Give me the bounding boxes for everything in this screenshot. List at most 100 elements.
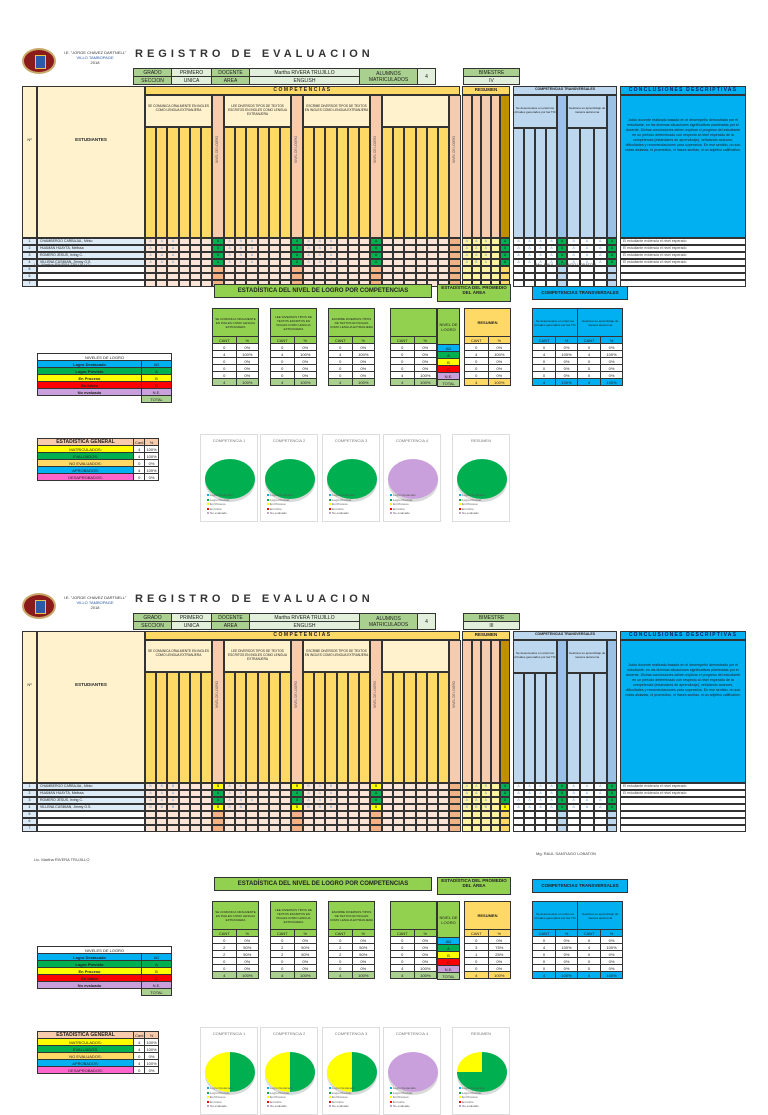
chart-legend: Logro Destacado Logro Previsto En Proceso E… (329, 1086, 355, 1109)
transversal-nivel-cell (557, 811, 567, 818)
resumen-cell (490, 245, 500, 252)
nivel-cell (449, 783, 461, 790)
transversal-cell: A (535, 797, 546, 804)
grade-cell (336, 783, 348, 790)
grade-cell: A (224, 259, 236, 266)
grade-cell: A (303, 245, 315, 252)
grade-cell (426, 273, 438, 280)
cant-value: 0 (390, 936, 415, 944)
grade-cell (178, 273, 190, 280)
cant-value: 2 (328, 950, 353, 958)
competencia-stats-title (390, 308, 437, 337)
nivel-col-header: NIVEL DE LOGRO (437, 308, 460, 345)
resumen-cell: A (471, 238, 481, 245)
cant-value: 2 (328, 943, 353, 951)
grade-cell: A (325, 252, 337, 259)
nivel-cell (449, 245, 461, 252)
legend-label: Logro Previsto (270, 497, 290, 502)
grade-cell (167, 825, 179, 832)
grade-cell (257, 259, 269, 266)
transversal-cell: A (593, 783, 607, 790)
grade-cell (178, 245, 190, 252)
nivel-cell (291, 273, 303, 280)
grade-cell (393, 825, 405, 832)
trans-stats-table: Se desenvuelve en entornos virtuales gen… (531, 901, 623, 979)
chart-legend: Logro Destacado Logro Previsto En Proceso E… (267, 493, 293, 516)
promedio-cell: A (500, 252, 510, 259)
criterio-column (246, 672, 258, 783)
criterio-column (426, 127, 438, 238)
nivel-label: Logro Destacado (37, 360, 142, 368)
pie-icon (265, 459, 315, 499)
nivel-logro-label: NIVEL DE LOGRO (452, 136, 456, 163)
transversal-cell: A (580, 783, 594, 790)
grade-cell (426, 238, 438, 245)
legend-label: No evaluado (270, 1104, 287, 1108)
grade-cell (178, 804, 190, 811)
general-title: ESTADISTICA GENERAL (37, 1031, 134, 1039)
grade-cell (145, 811, 157, 818)
criterio-column (156, 672, 168, 783)
legend-swatch-icon (267, 512, 269, 514)
student-name (37, 825, 145, 832)
grade-cell: A (303, 259, 315, 266)
grade-cell (178, 790, 190, 797)
nivel-cell (449, 266, 461, 273)
nivel-label: Logro Previsto (37, 367, 142, 375)
student-name: VILLENA CUSIMAN, Jimmy G.S. (37, 804, 145, 811)
grade-cell (426, 818, 438, 825)
students-header: ESTUDIANTES (37, 86, 145, 238)
grade-cell: A (246, 252, 258, 259)
grade-cell (145, 280, 157, 287)
total-cant: 4 (576, 378, 602, 386)
grade-cell (359, 818, 371, 825)
cant-value: 0 (464, 364, 489, 372)
resumen-cell: A (462, 252, 472, 259)
legend-swatch-icon (207, 1091, 209, 1094)
cant-header: CANT (464, 929, 489, 937)
criterio-column (235, 127, 247, 238)
grade-cell (336, 825, 348, 832)
cant-value: 0 (270, 964, 295, 972)
resumen-cell (462, 266, 472, 273)
pie-chart: COMPETENCIA 4 Logro Destacado Logro Previs… (383, 434, 441, 522)
legend-swatch-icon (390, 1096, 392, 1098)
cant-value: 4 (531, 350, 557, 358)
grade-cell: A (167, 790, 179, 797)
total-cant: 4 (270, 378, 295, 386)
transversal-criterio (524, 673, 535, 783)
cant-value: 0 (212, 357, 237, 365)
cant-value: 0 (576, 343, 602, 351)
pct-value: 0% (555, 364, 578, 372)
legend-label: En Proceso (210, 502, 226, 506)
grade-cell: B (156, 804, 168, 811)
legend-item: No evaluado (207, 1104, 233, 1109)
cant-value: 4 (464, 350, 489, 358)
grade-cell (426, 811, 438, 818)
grade-cell (235, 825, 247, 832)
nivel-cell (291, 811, 303, 818)
legend-swatch-icon (329, 1087, 331, 1089)
general-row-label: DESAPROBADOS: (37, 473, 134, 481)
grade-cell (257, 811, 269, 818)
total-cant: 4 (531, 971, 557, 979)
criterio-column (415, 127, 427, 238)
total-label: TOTAL (141, 395, 172, 403)
cant-header: CANT (270, 929, 295, 937)
pct-header: % (413, 929, 438, 937)
criterio-column (314, 672, 326, 783)
cant-value: 0 (212, 364, 237, 372)
transversal-cell (546, 818, 557, 825)
student-number: 1 (22, 238, 37, 245)
general-stats-table: ESTADISTICA GENERAL Cant% MATRICULADOS: 4 10… (37, 1031, 159, 1074)
nivel-label: En Inicio (37, 381, 142, 389)
resumen-cell: A (471, 783, 481, 790)
transversal-cell: A (580, 259, 594, 266)
nivel-code: B (141, 374, 172, 382)
transversal-cell (535, 273, 546, 280)
cant-value: 0 (212, 371, 237, 379)
transversal-nivel-cell: A (557, 797, 567, 804)
grade-cell (314, 818, 326, 825)
criterio-column (189, 672, 201, 783)
transversal-criterio (535, 673, 546, 783)
